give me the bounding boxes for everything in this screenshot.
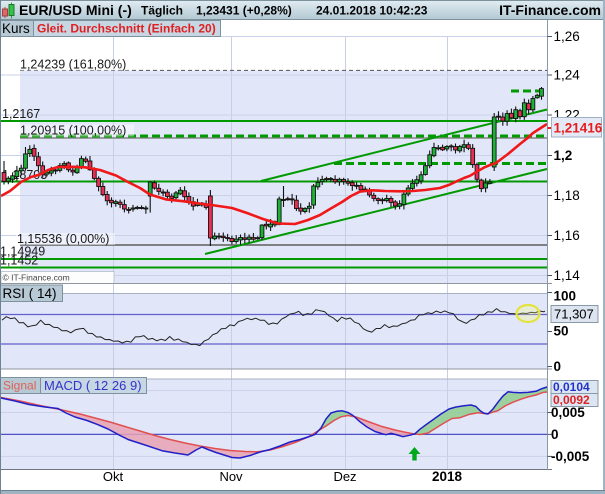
svg-text:100: 100 <box>554 289 577 304</box>
svg-text:IT-Finance.com: IT-Finance.com <box>499 2 601 18</box>
svg-text:1,21416: 1,21416 <box>554 121 603 136</box>
svg-text:1,2167: 1,2167 <box>2 107 40 121</box>
svg-text:MACD ( 12 26 9): MACD ( 12 26 9) <box>44 378 142 393</box>
svg-text:71,307: 71,307 <box>554 307 594 322</box>
svg-text:1,15536 (0,00%): 1,15536 (0,00%) <box>17 232 109 246</box>
svg-text:1,2: 1,2 <box>554 148 573 163</box>
svg-text:© IT-Finance.com: © IT-Finance.com <box>3 273 70 283</box>
svg-text:1,18: 1,18 <box>554 188 580 203</box>
svg-text:2018: 2018 <box>432 469 463 484</box>
svg-text:0,005: 0,005 <box>551 405 585 420</box>
svg-text:Signal: Signal <box>3 379 36 393</box>
svg-text:1,20915 (100,00%): 1,20915 (100,00%) <box>20 124 126 138</box>
svg-text:0,0104: 0,0104 <box>553 380 590 394</box>
svg-text:1,24239 (161,80%): 1,24239 (161,80%) <box>20 58 126 72</box>
svg-text:0: 0 <box>554 359 562 374</box>
svg-text:Nov: Nov <box>219 469 243 484</box>
svg-text:1,14949: 1,14949 <box>0 245 45 259</box>
svg-text:1,14: 1,14 <box>554 268 581 283</box>
svg-text:50: 50 <box>554 324 569 339</box>
svg-text:1,24: 1,24 <box>554 68 581 83</box>
svg-text:0,0092: 0,0092 <box>553 393 590 407</box>
svg-text:-0,005: -0,005 <box>551 449 590 464</box>
svg-text:1,1452: 1,1452 <box>0 254 38 268</box>
svg-text:Gleit. Durchschnitt (Einfach 2: Gleit. Durchschnitt (Einfach 20) <box>37 22 216 36</box>
svg-text:Kurs: Kurs <box>2 21 30 36</box>
svg-text:Okt: Okt <box>103 469 124 484</box>
svg-text:Dez: Dez <box>333 469 356 484</box>
svg-text:1,16: 1,16 <box>554 228 580 243</box>
svg-text:24.01.2018 10:42:23: 24.01.2018 10:42:23 <box>316 4 428 18</box>
svg-text:EUR/USD Mini (-): EUR/USD Mini (-) <box>19 2 132 18</box>
svg-text:Täglich: Täglich <box>141 4 183 18</box>
svg-text:1,26: 1,26 <box>554 29 580 44</box>
svg-text:RSI ( 14): RSI ( 14) <box>3 286 57 301</box>
svg-text:1,23431 (+0,28%): 1,23431 (+0,28%) <box>196 4 292 18</box>
svg-text:0: 0 <box>551 427 559 442</box>
